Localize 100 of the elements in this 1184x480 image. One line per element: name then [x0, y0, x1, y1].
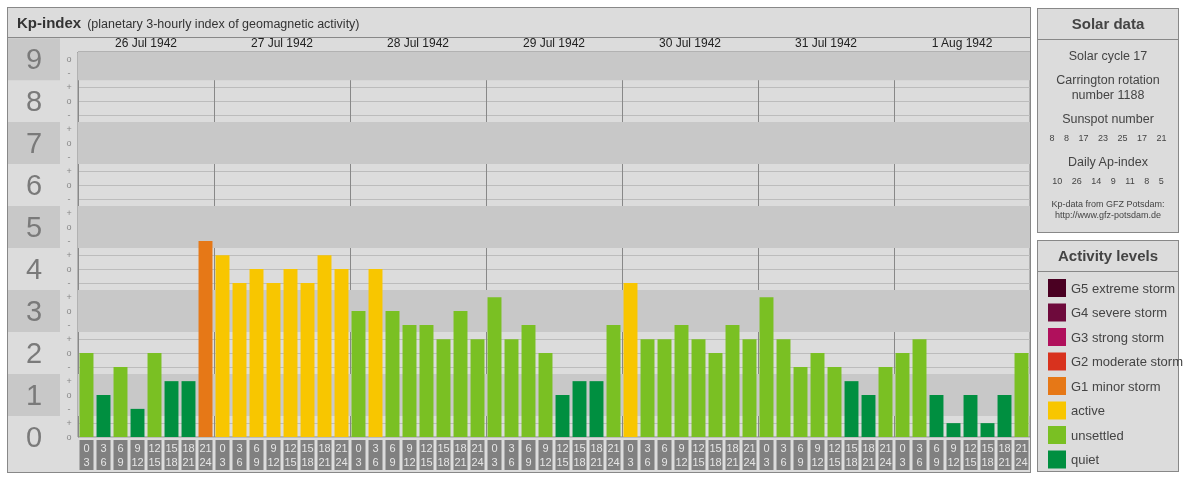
- x-tick-label: 3 6: [780, 442, 787, 468]
- x-tick-label: 0 3: [899, 442, 906, 468]
- y-tick-label: 1: [25, 379, 43, 412]
- legend-label: G3 strong storm: [1071, 329, 1165, 345]
- x-tick-label: 15 18: [437, 442, 450, 468]
- text: Solar cycle 17: [1067, 49, 1149, 64]
- x-tick-label: 15 18: [845, 442, 858, 468]
- category-label: +: [66, 250, 72, 261]
- category-label: -: [67, 278, 71, 289]
- x-tick-label: 0 3: [763, 442, 770, 468]
- x-tick-label: 12 15: [284, 442, 297, 468]
- y-tick-label: 6: [25, 169, 43, 202]
- x-tick-label: 15 18: [165, 442, 178, 468]
- category-label: o: [66, 180, 72, 191]
- category-label: o: [66, 138, 72, 149]
- x-tick-label: 3 6: [644, 442, 651, 468]
- x2-tick-label: 30 Jul 1942: [658, 36, 722, 50]
- text: Carrington rotation number 1188: [1055, 73, 1161, 103]
- legend-label: active: [1071, 403, 1105, 418]
- y-tick-label: 0: [25, 421, 43, 453]
- x-tick-label: 21 24: [743, 442, 756, 468]
- x-tick-label: 6 9: [661, 442, 668, 468]
- x2-tick-label: 27 Jul 1942: [250, 36, 314, 50]
- category-label: -: [67, 320, 71, 331]
- x2-tick-label: 1 Aug 1942: [931, 36, 993, 50]
- x-tick-label: 3 6: [508, 442, 515, 468]
- y-tick-label: 8: [25, 85, 43, 118]
- text: Kp-data from GFZ Potsdam: http://www.gfz-potsdam.de: [1050, 199, 1166, 221]
- x-tick-label: 21 24: [471, 442, 484, 468]
- x-tick-label: 12 15: [692, 442, 705, 468]
- chart-title: Kp-index: [17, 14, 82, 31]
- x-tick-label: 0 3: [355, 442, 362, 468]
- category-label: o: [66, 222, 72, 233]
- y-tick-label: 7: [25, 127, 43, 160]
- category-label: o: [66, 348, 72, 359]
- x-tick-label: 6 9: [797, 442, 804, 468]
- y-tick-label: 9: [25, 43, 43, 76]
- x-tick-label: 18 21: [454, 442, 467, 468]
- category-label: -: [67, 236, 71, 247]
- x2-tick-label: 26 Jul 1942: [114, 36, 178, 50]
- x-tick-label: 21 24: [607, 442, 620, 468]
- x-tick-label: 15 18: [981, 442, 994, 468]
- x-tick-label: 18 21: [182, 442, 195, 468]
- y-tick-label: 4: [25, 253, 43, 286]
- x-tick-label: 9 12: [539, 442, 552, 468]
- text: 8 8 17 23 25 17 21: [1048, 132, 1168, 145]
- x-tick-label: 0 3: [627, 442, 634, 468]
- x-tick-label: 18 21: [318, 442, 331, 468]
- x-tick-label: 3 6: [372, 442, 379, 468]
- x-tick-label: 0 3: [83, 442, 90, 468]
- x-tick-label: 0 3: [491, 442, 498, 468]
- x-tick-label: 12 15: [828, 442, 841, 468]
- legend-label: G4 severe storm: [1071, 305, 1168, 320]
- category-label: +: [66, 208, 72, 219]
- category-label: o: [66, 390, 72, 401]
- x-tick-label: 21 24: [335, 442, 348, 468]
- legend-label: G5 extreme storm: [1071, 280, 1176, 296]
- x-tick-label: 9 12: [811, 442, 824, 468]
- category-label: o: [66, 264, 72, 275]
- x-tick-label: 12 15: [148, 442, 161, 468]
- legend-title: Activity levels: [1038, 241, 1178, 272]
- category-label: +: [66, 376, 72, 387]
- x-tick-label: 9 12: [947, 442, 960, 468]
- x-tick-label: 6 9: [117, 442, 124, 468]
- x2-tick-label: 28 Jul 1942: [386, 36, 450, 50]
- x-tick-label: 12 15: [964, 442, 977, 468]
- x-tick-label: 18 21: [998, 442, 1011, 468]
- category-label: o: [66, 432, 72, 442]
- x-tick-label: 3 6: [100, 442, 107, 468]
- x2-tick-label: 29 Jul 1942: [522, 36, 586, 50]
- legend-label: unsettled: [1071, 427, 1124, 443]
- x-tick-label: 12 15: [420, 442, 433, 468]
- x-tick-label: 9 12: [267, 442, 280, 468]
- x-tick-label: 18 21: [726, 442, 739, 468]
- x-tick-label: 6 9: [389, 442, 396, 468]
- category-label: +: [66, 334, 72, 345]
- x-tick-label: 15 18: [301, 442, 314, 468]
- x-tick-label: 21 24: [879, 442, 892, 468]
- category-label: -: [67, 152, 71, 163]
- x-tick-label: 6 9: [933, 442, 940, 468]
- x-tick-label: 9 12: [131, 442, 144, 468]
- category-label: -: [67, 362, 71, 373]
- category-label: o: [66, 306, 72, 317]
- x-tick-label: 9 12: [675, 442, 688, 468]
- x-tick-label: 3 6: [916, 442, 923, 468]
- legend-label: G1 minor storm: [1071, 378, 1161, 394]
- x-tick-label: 6 9: [253, 442, 260, 468]
- category-label: -: [67, 110, 71, 121]
- text: Sunspot number: [1061, 112, 1155, 127]
- category-label: +: [66, 418, 72, 429]
- x-tick-label: 21 24: [1015, 442, 1028, 468]
- y-tick-label: 3: [25, 295, 43, 328]
- category-label: +: [66, 292, 72, 303]
- category-label: +: [66, 82, 72, 93]
- text: 10 26 14 9 11 8 5: [1051, 175, 1165, 188]
- x-tick-label: 15 18: [573, 442, 586, 468]
- category-label: -: [67, 68, 71, 79]
- legend-label: G2 moderate storm: [1071, 354, 1183, 369]
- y-tick-label: 5: [25, 211, 43, 244]
- x-tick-label: 18 21: [862, 442, 875, 468]
